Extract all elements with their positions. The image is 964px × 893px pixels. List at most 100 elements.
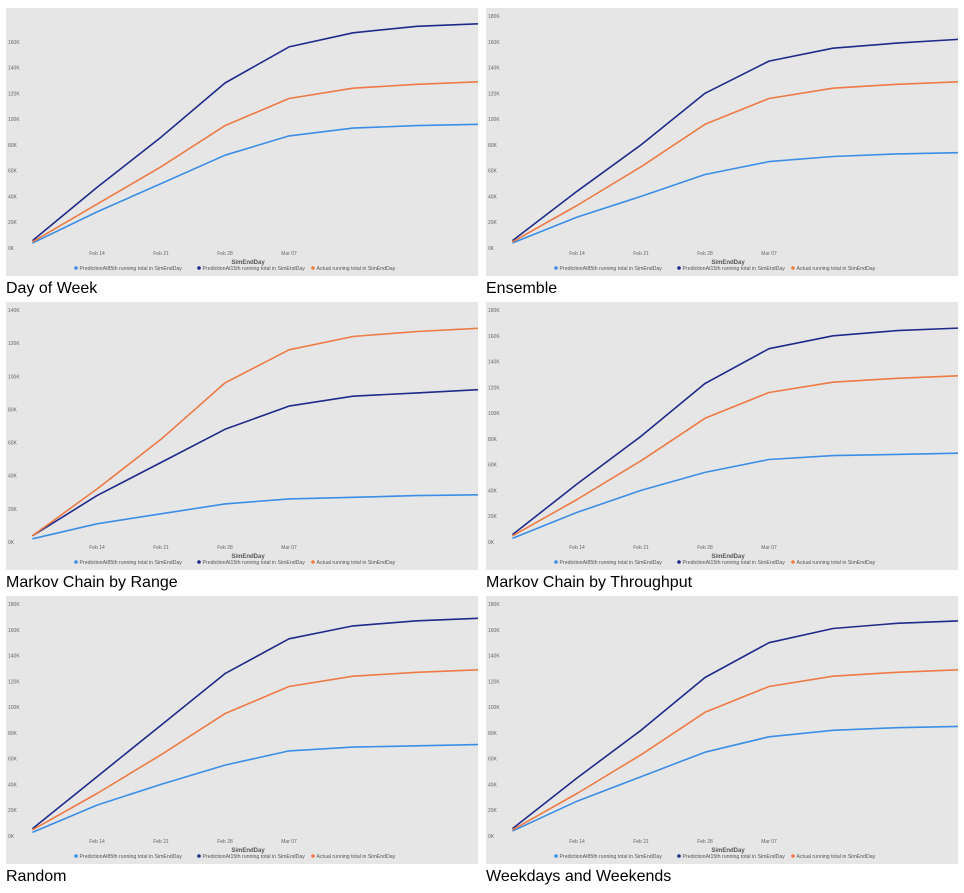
y-tick-label: 160K — [488, 40, 500, 46]
chart-area: 0K 20K 40K 60K 80K 100K 120K 140K 160K Feb 14 Feb … — [6, 8, 478, 276]
legend-marker-icon — [677, 560, 681, 564]
y-tick-label: 60K — [8, 169, 18, 175]
series-line-p85 — [512, 151, 958, 244]
y-tick-label: 80K — [488, 731, 498, 737]
x-axis-title: SimEndDay — [711, 260, 745, 266]
chart-caption: Markov Chain by Throughput — [486, 574, 693, 591]
x-tick-label: Feb 21 — [633, 839, 649, 845]
x-tick-label: Feb 14 — [569, 839, 585, 845]
y-tick-label: 80K — [8, 143, 18, 149]
y-tick-label: 60K — [8, 757, 18, 763]
x-tick-label: Feb 21 — [633, 545, 649, 551]
legend-marker-icon — [791, 854, 795, 858]
x-tick-label: Feb 28 — [697, 545, 713, 551]
x-tick-label: Mar 07 — [761, 839, 777, 845]
y-tick-label: 120K — [488, 679, 500, 685]
chart-panel-markov-chain-by-throughput: 0K 20K 40K 60K 80K 100K 120K 140K 160K 180K Feb 14… — [486, 302, 958, 592]
x-tick-label: Feb 28 — [217, 251, 233, 257]
line-chart-svg: 0K 20K 40K 60K 80K 100K 120K 140K 160K Feb 14 Feb … — [8, 23, 478, 272]
y-tick-label: 60K — [488, 757, 498, 763]
y-tick-label: 120K — [8, 91, 20, 97]
legend-label: PredictionAt85th running total in SimEnd… — [560, 266, 663, 272]
legend-label: PredictionAt85th running total in SimEnd… — [560, 560, 663, 566]
series-line-p85 — [512, 452, 958, 539]
legend-marker-icon — [791, 560, 795, 564]
legend-label: PredictionAt15th running total in SimEnd… — [203, 854, 306, 860]
x-tick-label: Mar 07 — [761, 251, 777, 257]
y-tick-label: 80K — [8, 407, 18, 413]
y-tick-label: 180K — [8, 602, 20, 608]
x-tick-label: Feb 21 — [633, 251, 649, 257]
legend-label: Actual running total in SimEndDay — [797, 560, 876, 566]
line-chart-svg: 0K 20K 40K 60K 80K 100K 120K 140K Feb 14 Feb 21 Fe… — [8, 308, 478, 566]
x-tick-label: Feb 28 — [217, 839, 233, 845]
y-tick-label: 20K — [488, 808, 498, 814]
y-tick-label: 20K — [8, 507, 18, 513]
x-tick-label: Feb 28 — [697, 839, 713, 845]
legend-label: PredictionAt15th running total in SimEnd… — [683, 266, 786, 272]
y-tick-label: 140K — [8, 654, 20, 660]
y-tick-label: 60K — [488, 463, 498, 469]
y-tick-label: 0K — [488, 834, 495, 840]
y-tick-label: 160K — [8, 628, 20, 634]
legend-marker-icon — [677, 854, 681, 858]
x-tick-label: Mar 07 — [281, 839, 297, 845]
series-line-p85 — [32, 494, 478, 540]
legend-marker-icon — [791, 266, 795, 270]
y-tick-label: 80K — [488, 437, 498, 443]
y-tick-label: 20K — [8, 220, 18, 226]
x-tick-label: Feb 21 — [153, 545, 169, 551]
chart-panel-weekdays-and-weekends: 0K 20K 40K 60K 80K 100K 120K 140K 160K 180K Feb 14… — [486, 596, 958, 886]
legend-marker-icon — [74, 266, 78, 270]
legend-label: PredictionAt85th running total in SimEnd… — [560, 854, 663, 860]
legend-marker-icon — [677, 266, 681, 270]
y-tick-label: 140K — [488, 360, 500, 366]
y-tick-label: 20K — [488, 514, 498, 520]
chart-panel-random: 0K 20K 40K 60K 80K 100K 120K 140K 160K 180K Feb 14… — [6, 596, 478, 886]
legend-label: Actual running total in SimEndDay — [317, 266, 396, 272]
legend-label: Actual running total in SimEndDay — [797, 266, 876, 272]
series-line-p15 — [32, 617, 478, 830]
x-tick-label: Mar 07 — [281, 545, 297, 551]
chart-caption: Markov Chain by Range — [6, 574, 178, 591]
series-line-actual — [512, 669, 958, 831]
y-tick-label: 140K — [8, 308, 20, 314]
legend-marker-icon — [74, 854, 78, 858]
y-tick-label: 100K — [488, 117, 500, 123]
y-tick-label: 20K — [8, 808, 18, 814]
x-tick-label: Feb 14 — [89, 545, 105, 551]
x-axis-title: SimEndDay — [711, 554, 745, 560]
y-tick-label: 40K — [488, 782, 498, 788]
series-line-p15 — [32, 388, 478, 537]
x-axis-title: SimEndDay — [711, 848, 745, 854]
line-chart-svg: 0K 20K 40K 60K 80K 100K 120K 140K 160K 180K Feb 14… — [488, 14, 958, 272]
legend-label: Actual running total in SimEndDay — [317, 854, 396, 860]
legend-marker-icon — [554, 560, 558, 564]
chart-area: 0K 20K 40K 60K 80K 100K 120K 140K 160K 180K Feb 14… — [486, 8, 958, 276]
y-tick-label: 0K — [488, 540, 495, 546]
y-tick-label: 40K — [8, 474, 18, 480]
line-chart-svg: 0K 20K 40K 60K 80K 100K 120K 140K 160K 180K Feb 14… — [488, 308, 958, 566]
x-tick-label: Feb 14 — [569, 545, 585, 551]
legend-label: PredictionAt85th running total in SimEnd… — [80, 854, 183, 860]
line-chart-svg: 0K 20K 40K 60K 80K 100K 120K 140K 160K 180K Feb 14… — [8, 602, 478, 860]
y-tick-label: 80K — [488, 143, 498, 149]
y-tick-label: 160K — [488, 628, 500, 634]
y-tick-label: 100K — [8, 374, 20, 380]
series-line-p15 — [512, 620, 958, 830]
legend-label: Actual running total in SimEndDay — [797, 854, 876, 860]
y-tick-label: 80K — [8, 731, 18, 737]
legend-label: PredictionAt85th running total in SimEnd… — [80, 266, 183, 272]
legend-label: PredictionAt15th running total in SimEnd… — [683, 854, 786, 860]
legend-marker-icon — [74, 560, 78, 564]
legend-marker-icon — [554, 266, 558, 270]
series-line-actual — [32, 81, 478, 243]
line-chart-svg: 0K 20K 40K 60K 80K 100K 120K 140K 160K 180K Feb 14… — [488, 602, 958, 860]
x-tick-label: Feb 28 — [697, 251, 713, 257]
y-tick-label: 40K — [8, 194, 18, 200]
y-tick-label: 20K — [488, 220, 498, 226]
series-line-actual — [512, 81, 958, 243]
y-tick-label: 100K — [488, 411, 500, 417]
x-tick-label: Mar 07 — [761, 545, 777, 551]
legend-label: Actual running total in SimEndDay — [317, 560, 396, 566]
